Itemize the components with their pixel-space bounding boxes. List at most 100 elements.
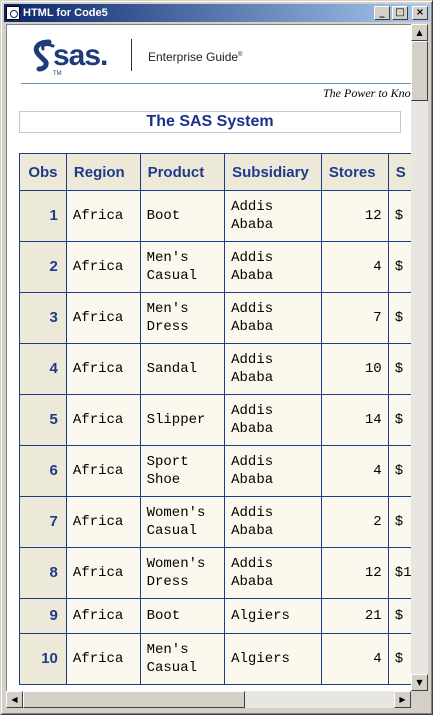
cell-obs-text: 8 bbox=[49, 564, 58, 581]
html-content-viewport[interactable]: sas. TM Enterprise Guide® The Power to K… bbox=[6, 24, 411, 691]
scroll-up-arrow-icon[interactable]: ▲ bbox=[411, 24, 428, 41]
banner-rule bbox=[21, 83, 411, 84]
minimize-button[interactable]: _ bbox=[374, 6, 390, 20]
cell-subsidiary: Addis Ababa bbox=[225, 293, 321, 343]
cell-stores: 21 bbox=[321, 599, 388, 633]
cell-product-text: Women's bbox=[146, 556, 206, 572]
cell-obs-text: 4 bbox=[49, 360, 58, 377]
cell-product: Sport Shoe bbox=[140, 446, 225, 496]
html-document-icon[interactable] bbox=[6, 6, 20, 20]
header-stores: Stores bbox=[321, 154, 388, 190]
horizontal-scrollbar[interactable]: ◀ ▶ bbox=[6, 691, 411, 708]
table-row: 5 Africa Slipper Addis Ababa 14 $ bbox=[20, 395, 411, 445]
scroll-right-arrow-icon[interactable]: ▶ bbox=[394, 691, 411, 708]
cell-stores-text: 2 bbox=[373, 514, 382, 530]
cell-subsidiary-text: Addis bbox=[231, 556, 274, 572]
cell-stores-text: 7 bbox=[373, 310, 382, 326]
cell-obs-text: 3 bbox=[49, 309, 58, 326]
table-row: 2 Africa Men's Casual Addis Ababa 4 $ bbox=[20, 242, 411, 292]
cell-product: Men's Casual bbox=[140, 634, 225, 684]
cell-subsidiary: Addis Ababa bbox=[225, 242, 321, 292]
cell-region: Africa bbox=[66, 293, 140, 343]
cell-product-text: Boot bbox=[146, 208, 181, 224]
vertical-scroll-thumb[interactable] bbox=[411, 41, 428, 101]
cell-sales-text: $ bbox=[394, 259, 404, 275]
cell-product: Slipper bbox=[140, 395, 225, 445]
cell-obs-text: 9 bbox=[49, 607, 58, 624]
cell-sales: $ bbox=[388, 242, 411, 292]
cell-subsidiary: Addis Ababa bbox=[225, 191, 321, 241]
cell-region: Africa bbox=[66, 344, 140, 394]
cell-obs: 7 bbox=[20, 497, 66, 547]
cell-stores-text: 21 bbox=[364, 608, 382, 624]
table-row: 1 Africa Boot Addis Ababa 12 $ bbox=[20, 191, 411, 241]
cell-stores-text: 10 bbox=[364, 361, 382, 377]
cell-product-text: Women's bbox=[146, 505, 206, 521]
cell-sales-text: $1 bbox=[394, 565, 411, 581]
cell-region-text: Africa bbox=[72, 514, 124, 530]
cell-product: Men's Casual bbox=[140, 242, 225, 292]
table-row: 3 Africa Men's Dress Addis Ababa 7 $ bbox=[20, 293, 411, 343]
window-title: HTML for Code5 bbox=[23, 7, 108, 19]
table-row: 4 Africa Sandal Addis Ababa 10 $ bbox=[20, 344, 411, 394]
cell-product: Women's Casual bbox=[140, 497, 225, 547]
cell-sales: $ bbox=[388, 634, 411, 684]
maximize-button[interactable]: □ bbox=[392, 6, 408, 20]
cell-sales-text: $ bbox=[394, 208, 404, 224]
cell-obs-text: 6 bbox=[49, 462, 58, 479]
cell-subsidiary: Addis Ababa bbox=[225, 548, 321, 598]
sas-banner: sas. TM Enterprise Guide® The Power to K… bbox=[7, 25, 411, 127]
cell-product: Men's Dress bbox=[140, 293, 225, 343]
cell-obs: 9 bbox=[20, 599, 66, 633]
cell-region: Africa bbox=[66, 599, 140, 633]
cell-obs: 6 bbox=[20, 446, 66, 496]
cell-subsidiary-text: Addis bbox=[231, 199, 274, 215]
cell-region: Africa bbox=[66, 548, 140, 598]
data-table-container: Obs Region Product Subsidiary Stores S 1… bbox=[19, 153, 411, 685]
cell-product-text: Sandal bbox=[146, 361, 198, 377]
cell-product-text: Dress bbox=[146, 319, 189, 335]
table-row: 7 Africa Women's Casual Addis Ababa 2 $ bbox=[20, 497, 411, 547]
cell-product-text: Men's bbox=[146, 250, 189, 266]
header-region: Region bbox=[66, 154, 140, 190]
cell-product-text: Shoe bbox=[146, 472, 181, 488]
cell-obs-text: 5 bbox=[49, 411, 58, 428]
cell-obs: 1 bbox=[20, 191, 66, 241]
cell-product: Women's Dress bbox=[140, 548, 225, 598]
header-row: Obs Region Product Subsidiary Stores S bbox=[20, 154, 411, 190]
cell-subsidiary-text: Ababa bbox=[231, 319, 274, 335]
cell-stores: 4 bbox=[321, 446, 388, 496]
cell-subsidiary-text: Ababa bbox=[231, 523, 274, 539]
horizontal-scroll-thumb[interactable] bbox=[23, 691, 245, 708]
cell-region-text: Africa bbox=[72, 259, 124, 275]
cell-subsidiary-text: Ababa bbox=[231, 217, 274, 233]
cell-region-text: Africa bbox=[72, 565, 124, 581]
cell-region: Africa bbox=[66, 191, 140, 241]
cell-subsidiary-text: Addis bbox=[231, 505, 274, 521]
cell-subsidiary-text: Addis bbox=[231, 250, 274, 266]
cell-obs: 5 bbox=[20, 395, 66, 445]
cell-sales-text: $ bbox=[394, 608, 404, 624]
scrollbar-corner bbox=[411, 691, 428, 708]
close-button[interactable]: × bbox=[412, 6, 428, 20]
cell-stores: 12 bbox=[321, 548, 388, 598]
cell-subsidiary: Addis Ababa bbox=[225, 344, 321, 394]
product-name: Enterprise Guide® bbox=[148, 50, 242, 64]
scroll-left-arrow-icon[interactable]: ◀ bbox=[6, 691, 23, 708]
cell-region-text: Africa bbox=[72, 412, 124, 428]
cell-stores-text: 12 bbox=[364, 208, 382, 224]
cell-stores: 2 bbox=[321, 497, 388, 547]
title-bar[interactable]: HTML for Code5 _ □ × bbox=[4, 4, 430, 22]
cell-stores: 4 bbox=[321, 634, 388, 684]
vertical-scrollbar[interactable]: ▲ ▼ bbox=[411, 24, 428, 691]
cell-obs: 2 bbox=[20, 242, 66, 292]
cell-product-text: Men's bbox=[146, 642, 189, 658]
cell-obs-text: 2 bbox=[49, 258, 58, 275]
cell-subsidiary-text: Ababa bbox=[231, 472, 274, 488]
cell-region: Africa bbox=[66, 446, 140, 496]
scroll-down-arrow-icon[interactable]: ▼ bbox=[411, 674, 428, 691]
cell-sales: $ bbox=[388, 293, 411, 343]
cell-sales-text: $ bbox=[394, 514, 404, 530]
cell-stores-text: 4 bbox=[373, 259, 382, 275]
header-sales: S bbox=[388, 154, 411, 190]
